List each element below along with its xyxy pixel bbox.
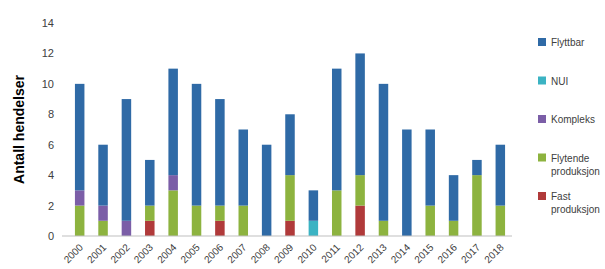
x-tick-label: 2009 (272, 241, 296, 265)
x-tick-label: 2015 (412, 241, 436, 265)
x-tick-label: 2010 (295, 241, 319, 265)
x-tick-label: 2000 (62, 241, 86, 265)
bar-segment (285, 221, 295, 236)
bar-segment (332, 69, 342, 191)
bar-segment (472, 160, 482, 175)
x-tick-label: 2012 (342, 241, 366, 265)
legend-swatch (538, 115, 546, 123)
bar-segment (262, 145, 272, 236)
bar-segment (75, 190, 85, 205)
bar-segment (122, 99, 132, 221)
x-tick-label: 2011 (319, 241, 342, 264)
bar-segment (239, 130, 249, 206)
bar-segment (215, 99, 225, 206)
bar-segment (75, 206, 85, 236)
bar-segment (379, 84, 389, 221)
x-tick-label: 2017 (459, 241, 483, 265)
bar-segment (168, 175, 178, 190)
bar-segment (332, 190, 342, 236)
legend-swatch (538, 38, 546, 46)
x-tick-label: 2018 (482, 241, 506, 265)
x-tick-label: 2007 (225, 241, 249, 265)
bar-segment (472, 175, 482, 236)
x-axis-line (62, 236, 512, 237)
x-tick-label: 2013 (365, 241, 389, 265)
y-tick-label: 10 (42, 78, 54, 90)
bar-segment (449, 221, 459, 236)
x-tick-label: 2002 (108, 241, 132, 265)
legend-label: Flytendeproduksjon (551, 153, 600, 177)
y-tick-label: 4 (48, 169, 54, 181)
legend-label: Fastproduksjon (551, 191, 600, 215)
bars (75, 53, 505, 236)
bar-segment (496, 145, 506, 206)
bar-segment (215, 221, 225, 236)
bar-segment (309, 190, 319, 220)
x-tick-label: 2014 (389, 241, 413, 265)
legend-swatch (538, 192, 546, 200)
bar-segment (75, 84, 85, 191)
y-axis-label: Antall hendelser (11, 74, 27, 183)
bar-segment (145, 221, 155, 236)
y-tick-label: 12 (42, 47, 54, 59)
x-tick-label: 2006 (202, 241, 226, 265)
bar-segment (285, 114, 295, 175)
bar-segment (496, 206, 506, 236)
bar-segment (309, 221, 319, 236)
x-tick-label: 2004 (155, 241, 179, 265)
bar-segment (145, 160, 155, 206)
bar-segment (122, 221, 132, 236)
bar-segment (355, 53, 365, 175)
bar-segment (425, 206, 435, 236)
y-tick-label: 2 (48, 200, 54, 212)
bar-segment (98, 221, 108, 236)
chart: 02468101214Antall hendelser2000200120022… (0, 0, 605, 269)
y-tick-label: 0 (48, 230, 54, 242)
bar-segment (145, 206, 155, 221)
bar-segment (215, 206, 225, 221)
bar-segment (285, 175, 295, 221)
bar-segment (449, 175, 459, 221)
bar-segment (168, 69, 178, 175)
bar-segment (98, 206, 108, 221)
legend-label: Flyttbar (551, 37, 585, 48)
bar-segment (355, 175, 365, 205)
bar-segment (192, 206, 202, 236)
y-tick-label: 14 (42, 17, 54, 29)
x-tick-label: 2016 (435, 241, 459, 265)
bar-segment (379, 221, 389, 236)
x-tick-label: 2003 (132, 241, 156, 265)
legend-label: NUI (551, 76, 568, 87)
bar-segment (355, 206, 365, 236)
bar-segment (425, 130, 435, 206)
legend-swatch (538, 154, 546, 162)
legend-swatch (538, 77, 546, 85)
bar-segment (239, 206, 249, 236)
bar-segment (192, 84, 202, 206)
bar-segment (98, 145, 108, 206)
legend-label: Kompleks (551, 114, 595, 125)
y-tick-label: 8 (48, 108, 54, 120)
bar-segment (168, 190, 178, 236)
x-tick-label: 2008 (249, 241, 273, 265)
y-tick-label: 6 (48, 139, 54, 151)
x-tick-label: 2001 (85, 241, 109, 265)
bar-segment (402, 130, 412, 237)
x-tick-label: 2005 (178, 241, 202, 265)
